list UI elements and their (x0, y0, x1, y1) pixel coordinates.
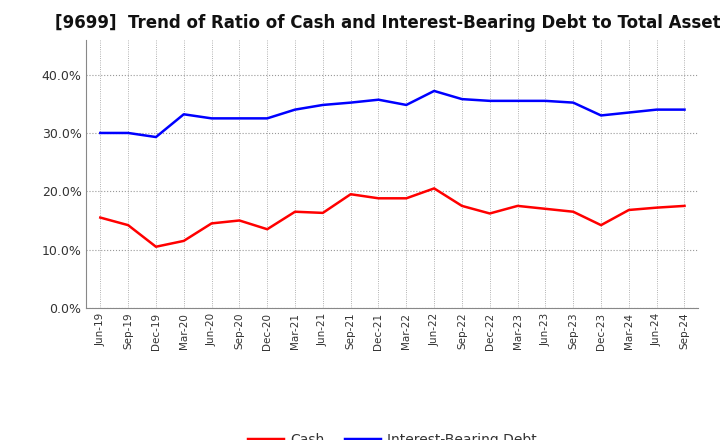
Cash (569, 209, 577, 214)
Interest-Bearing Debt (179, 112, 188, 117)
Cash (374, 196, 383, 201)
Interest-Bearing Debt (541, 98, 550, 103)
Cash (124, 223, 132, 228)
Cash (291, 209, 300, 214)
Interest-Bearing Debt (291, 107, 300, 112)
Interest-Bearing Debt (430, 88, 438, 94)
Interest-Bearing Debt (569, 100, 577, 105)
Cash (624, 207, 633, 213)
Cash (346, 191, 355, 197)
Interest-Bearing Debt (152, 134, 161, 139)
Interest-Bearing Debt (96, 130, 104, 136)
Interest-Bearing Debt (374, 97, 383, 103)
Cash (235, 218, 243, 223)
Interest-Bearing Debt (402, 103, 410, 108)
Interest-Bearing Debt (624, 110, 633, 115)
Interest-Bearing Debt (458, 96, 467, 102)
Cash (680, 203, 689, 209)
Cash (485, 211, 494, 216)
Interest-Bearing Debt (263, 116, 271, 121)
Interest-Bearing Debt (513, 98, 522, 103)
Cash (96, 215, 104, 220)
Cash (402, 196, 410, 201)
Cash (597, 223, 606, 228)
Cash (513, 203, 522, 209)
Interest-Bearing Debt (318, 103, 327, 108)
Cash (652, 205, 661, 210)
Cash (179, 238, 188, 244)
Cash (430, 186, 438, 191)
Title: [9699]  Trend of Ratio of Cash and Interest-Bearing Debt to Total Assets: [9699] Trend of Ratio of Cash and Intere… (55, 15, 720, 33)
Interest-Bearing Debt (680, 107, 689, 112)
Interest-Bearing Debt (207, 116, 216, 121)
Interest-Bearing Debt (597, 113, 606, 118)
Line: Interest-Bearing Debt: Interest-Bearing Debt (100, 91, 685, 137)
Legend: Cash, Interest-Bearing Debt: Cash, Interest-Bearing Debt (243, 428, 542, 440)
Interest-Bearing Debt (652, 107, 661, 112)
Cash (263, 227, 271, 232)
Cash (458, 203, 467, 209)
Cash (207, 221, 216, 226)
Cash (541, 206, 550, 212)
Line: Cash: Cash (100, 188, 685, 247)
Cash (152, 244, 161, 249)
Interest-Bearing Debt (235, 116, 243, 121)
Cash (318, 210, 327, 216)
Interest-Bearing Debt (346, 100, 355, 105)
Interest-Bearing Debt (485, 98, 494, 103)
Interest-Bearing Debt (124, 130, 132, 136)
